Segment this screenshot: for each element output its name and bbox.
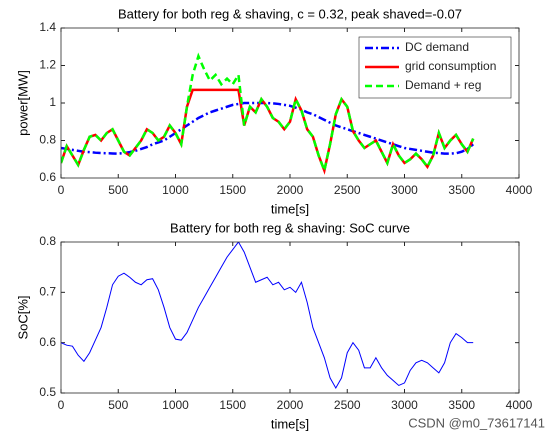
axes-box <box>60 241 520 394</box>
legend-label: Demand + reg <box>405 78 481 92</box>
x-tick-label: 1000 <box>162 183 189 197</box>
chart-title: Battery for both reg & shaving: SoC curv… <box>170 220 410 235</box>
legend-label: DC demand <box>405 40 469 54</box>
x-tick-label: 1000 <box>162 398 189 412</box>
y-tick-label: 0.7 <box>39 285 56 299</box>
axes-box <box>60 27 520 179</box>
x-tick-label: 0 <box>58 183 65 197</box>
x-tick-label: 3500 <box>448 183 475 197</box>
x-tick-label: 2500 <box>334 398 361 412</box>
x-tick-label: 4000 <box>506 183 533 197</box>
x-axis-label: time[s] <box>271 201 309 216</box>
x-tick-label: 500 <box>108 398 128 412</box>
y-axis-label: power[MW] <box>15 70 30 136</box>
y-tick-label: 1.2 <box>39 58 56 72</box>
y-tick-label: 0.8 <box>39 234 56 248</box>
series-line <box>61 101 474 155</box>
x-axis-label: time[s] <box>271 416 309 431</box>
y-tick-label: 0.5 <box>39 385 56 399</box>
x-tick-label: 0 <box>58 398 65 412</box>
watermark: CSDN @m0_73617141 <box>408 415 545 430</box>
y-axis-label: SoC[%] <box>15 295 30 339</box>
x-tick-label: 3000 <box>391 398 418 412</box>
y-tick-label: 0.8 <box>39 133 56 147</box>
x-tick-label: 1500 <box>219 183 246 197</box>
series-line <box>61 52 475 175</box>
series-line <box>61 242 474 389</box>
x-tick-label: 2500 <box>334 183 361 197</box>
x-tick-label: 500 <box>108 183 128 197</box>
y-tick-label: 0.6 <box>39 170 56 184</box>
y-tick-label: 1 <box>49 95 56 109</box>
x-tick-label: 3500 <box>448 398 475 412</box>
x-tick-label: 2000 <box>277 183 304 197</box>
x-tick-label: 2000 <box>277 398 304 412</box>
x-tick-label: 1500 <box>219 398 246 412</box>
x-tick-label: 4000 <box>506 398 533 412</box>
x-tick-label: 3000 <box>391 183 418 197</box>
plot-area <box>61 242 519 393</box>
y-tick-label: 1.4 <box>39 20 56 34</box>
y-tick-label: 0.6 <box>39 335 56 349</box>
chart-title: Battery for both reg & shaving, c = 0.32… <box>118 6 462 21</box>
legend-label: grid consumption <box>405 59 496 73</box>
